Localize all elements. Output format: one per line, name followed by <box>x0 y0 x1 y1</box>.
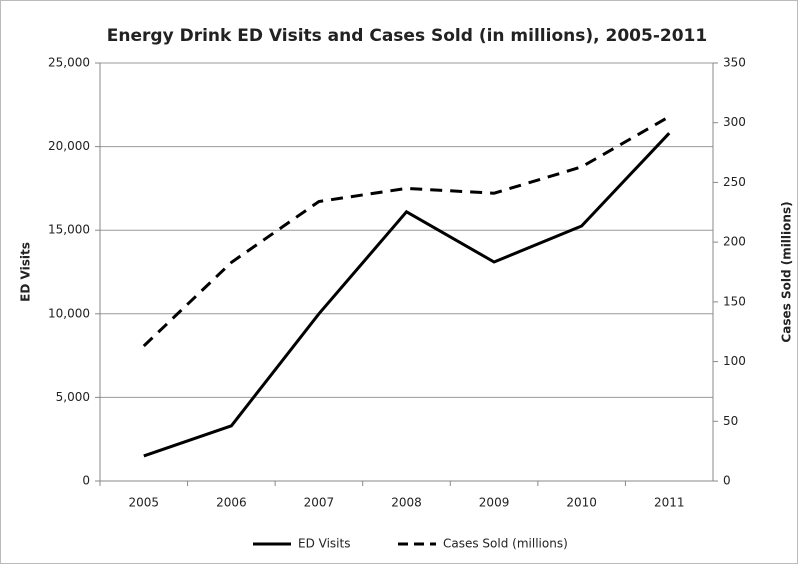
y2-tick-label: 300 <box>723 115 746 129</box>
x-tick-label: 2006 <box>216 496 247 510</box>
y-axis-label: ED Visits <box>19 242 33 302</box>
x-tick-label: 2010 <box>566 496 597 510</box>
y-tick-label: 25,000 <box>48 56 90 70</box>
x-tick-label: 2008 <box>391 496 422 510</box>
y2-tick-label: 350 <box>723 56 746 70</box>
y-tick-label: 15,000 <box>48 223 90 237</box>
y2-tick-label: 150 <box>723 294 746 308</box>
y2-tick-label: 250 <box>723 175 746 189</box>
y2-tick-label: 50 <box>723 414 738 428</box>
x-tick-label: 2011 <box>654 496 685 510</box>
legend-label: Cases Sold (millions) <box>443 537 568 551</box>
x-tick-label: 2007 <box>304 496 335 510</box>
series-line <box>142 115 670 348</box>
y-tick-label: 10,000 <box>48 306 90 320</box>
y2-tick-label: 0 <box>723 474 731 488</box>
series-line <box>143 132 671 458</box>
legend-label: ED Visits <box>298 537 350 551</box>
y2-axis-label: Cases Sold (millions) <box>780 201 794 342</box>
x-tick-label: 2005 <box>129 496 160 510</box>
y2-tick-label: 100 <box>723 354 746 368</box>
y-tick-label: 0 <box>82 474 90 488</box>
y2-tick-label: 200 <box>723 235 746 249</box>
chart-title: Energy Drink ED Visits and Cases Sold (i… <box>107 26 707 46</box>
x-tick-label: 2009 <box>479 496 510 510</box>
y-tick-label: 20,000 <box>48 139 90 153</box>
y-tick-label: 5,000 <box>56 390 90 404</box>
